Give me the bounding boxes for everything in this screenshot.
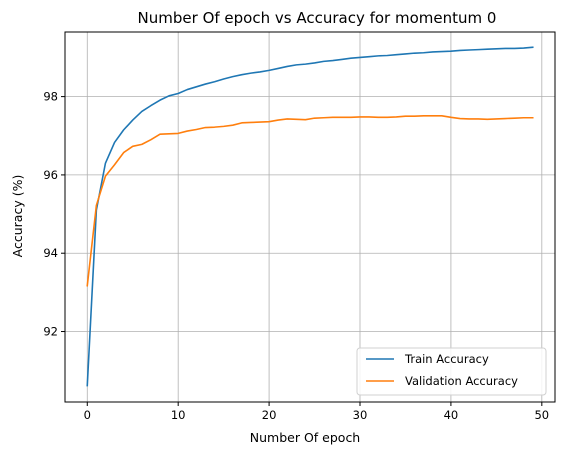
legend-label-validation: Validation Accuracy	[405, 374, 518, 388]
series-layer	[86, 46, 534, 387]
y-axis-label: Accuracy (%)	[10, 175, 25, 258]
x-tick-label: 10	[171, 408, 186, 422]
x-tick-label: 50	[534, 408, 549, 422]
x-tick-label: 30	[353, 408, 368, 422]
series-line-validation	[86, 114, 534, 287]
series-line-train	[86, 46, 534, 387]
plot-area	[65, 32, 555, 402]
y-tick-label: 92	[43, 325, 58, 339]
x-tick-label: 0	[84, 408, 91, 422]
legend-label-train: Train Accuracy	[404, 352, 489, 366]
y-tick-label: 96	[43, 168, 58, 182]
grid	[65, 32, 555, 402]
x-tick-label: 40	[444, 408, 459, 422]
y-tick-label: 94	[43, 246, 58, 260]
x-tick-label: 20	[262, 408, 277, 422]
legend-box	[356, 347, 547, 396]
y-tick-label: 98	[43, 90, 58, 104]
legend: Train Accuracy Validation Accuracy	[356, 347, 547, 396]
chart-title: Number Of epoch vs Accuracy for momentum…	[138, 9, 497, 27]
x-axis-label: Number Of epoch	[250, 430, 360, 445]
x-axis: 0 10 20 30 40 50	[84, 402, 549, 422]
plot-frame	[64, 31, 556, 403]
y-axis: 92 94 96 98	[43, 90, 65, 339]
